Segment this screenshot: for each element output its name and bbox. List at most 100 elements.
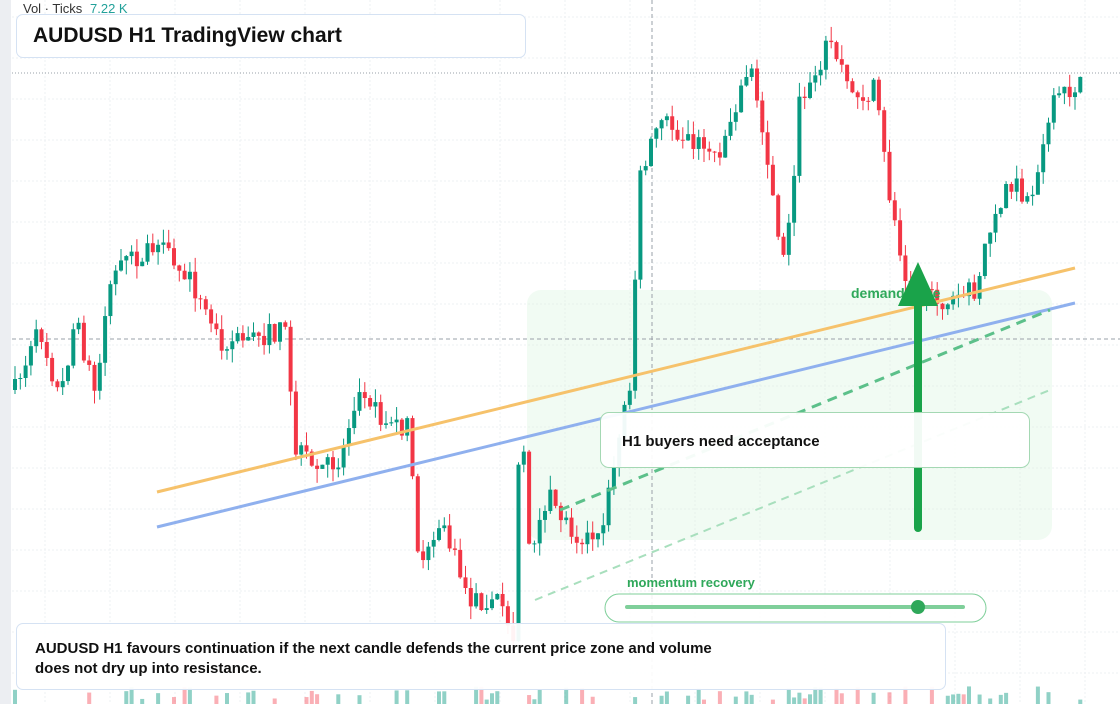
callout-box: H1 buyers need acceptance bbox=[600, 412, 1030, 468]
candle-body bbox=[272, 324, 277, 342]
candle-body bbox=[442, 525, 447, 529]
candle-body bbox=[543, 511, 547, 520]
note-box: AUDUSD H1 favours continuation if the ne… bbox=[16, 623, 946, 690]
candle-body bbox=[585, 532, 590, 545]
candle-body bbox=[309, 451, 314, 466]
candle-body bbox=[426, 546, 431, 561]
candle-body bbox=[1046, 122, 1051, 145]
candle-body bbox=[670, 116, 675, 130]
candle-body bbox=[712, 151, 717, 153]
candle-body bbox=[569, 517, 574, 537]
candle-body bbox=[627, 390, 632, 405]
candle-body bbox=[55, 381, 60, 388]
candle-body bbox=[574, 536, 579, 543]
candle-body bbox=[903, 255, 908, 282]
candle-body bbox=[87, 360, 92, 365]
candle-body bbox=[606, 487, 611, 526]
candle-body bbox=[760, 100, 765, 133]
candle-body bbox=[60, 381, 65, 388]
candle-body bbox=[177, 265, 182, 271]
candle-body bbox=[352, 410, 357, 429]
candle-body bbox=[564, 517, 569, 521]
candle-body bbox=[490, 599, 494, 609]
candle-body bbox=[399, 419, 404, 436]
volume-bar bbox=[1046, 692, 1051, 704]
candle-body bbox=[161, 242, 166, 245]
candle-body bbox=[447, 525, 452, 549]
volume-bar bbox=[527, 695, 532, 704]
candle-body bbox=[1014, 178, 1019, 192]
volume-bar bbox=[744, 691, 749, 704]
volume-bar bbox=[813, 686, 818, 704]
volume-bar bbox=[871, 692, 876, 704]
candle-body bbox=[1020, 178, 1024, 202]
candle-body bbox=[235, 333, 240, 342]
candle-body bbox=[34, 329, 39, 347]
candle-body bbox=[829, 40, 834, 43]
candle-body bbox=[521, 451, 526, 465]
candle-body bbox=[749, 68, 754, 77]
volume-bar bbox=[733, 696, 738, 704]
candle-body bbox=[13, 379, 17, 390]
candle-body bbox=[1062, 86, 1067, 94]
volume-bar bbox=[590, 696, 595, 704]
candle-body bbox=[866, 100, 871, 102]
candle-body bbox=[558, 505, 563, 521]
candle-body bbox=[468, 588, 473, 607]
volume-bar bbox=[717, 691, 722, 704]
volume-bar bbox=[945, 695, 950, 704]
volume-bar bbox=[309, 690, 314, 704]
candle-body bbox=[304, 445, 309, 452]
candle-body bbox=[92, 364, 97, 391]
candle-body bbox=[362, 392, 367, 399]
candle-body bbox=[898, 220, 903, 256]
candle-body bbox=[336, 467, 341, 470]
candle-body bbox=[145, 243, 150, 262]
candle-body bbox=[802, 96, 807, 98]
candle-body bbox=[203, 299, 208, 310]
volume-bar bbox=[225, 693, 229, 704]
volume-bar bbox=[887, 692, 892, 704]
volume-label: Vol · Ticks bbox=[23, 1, 83, 16]
volume-bar bbox=[251, 690, 256, 704]
candle-body bbox=[500, 593, 505, 607]
candle-body bbox=[458, 549, 463, 578]
candle-body bbox=[166, 242, 171, 249]
candle-body bbox=[717, 152, 722, 158]
candle-body bbox=[643, 166, 648, 171]
candle-body bbox=[882, 110, 887, 152]
candle-body bbox=[1041, 144, 1046, 173]
candle-body bbox=[638, 170, 643, 280]
arrow-head bbox=[898, 262, 938, 306]
candle-body bbox=[187, 271, 192, 280]
candle-body bbox=[66, 365, 70, 382]
volume-value: 7.22 K bbox=[90, 1, 128, 16]
candle-body bbox=[739, 85, 744, 113]
candle-body bbox=[150, 243, 155, 253]
candle-body bbox=[474, 593, 479, 607]
candle-body bbox=[876, 79, 881, 111]
volume-bar bbox=[490, 693, 494, 704]
volume-bar bbox=[967, 686, 971, 704]
candle-body bbox=[172, 248, 176, 266]
volume-bar bbox=[659, 695, 664, 704]
volume-bar bbox=[792, 697, 797, 704]
volume-bar bbox=[246, 692, 251, 704]
volume-bar bbox=[214, 695, 219, 704]
candle-body bbox=[230, 341, 235, 350]
candle-body bbox=[834, 42, 839, 60]
volume-bar bbox=[633, 697, 638, 704]
volume-bar bbox=[797, 692, 802, 704]
candle-body bbox=[1051, 95, 1056, 123]
candle-body bbox=[537, 519, 542, 544]
candle-body bbox=[850, 81, 855, 93]
candle-body bbox=[659, 120, 664, 129]
volume-bar bbox=[855, 687, 860, 704]
candle-body bbox=[723, 135, 728, 158]
candle-body bbox=[410, 418, 415, 477]
volume-bar bbox=[564, 687, 569, 704]
volume-bar bbox=[532, 699, 537, 704]
candle-body bbox=[580, 542, 585, 545]
